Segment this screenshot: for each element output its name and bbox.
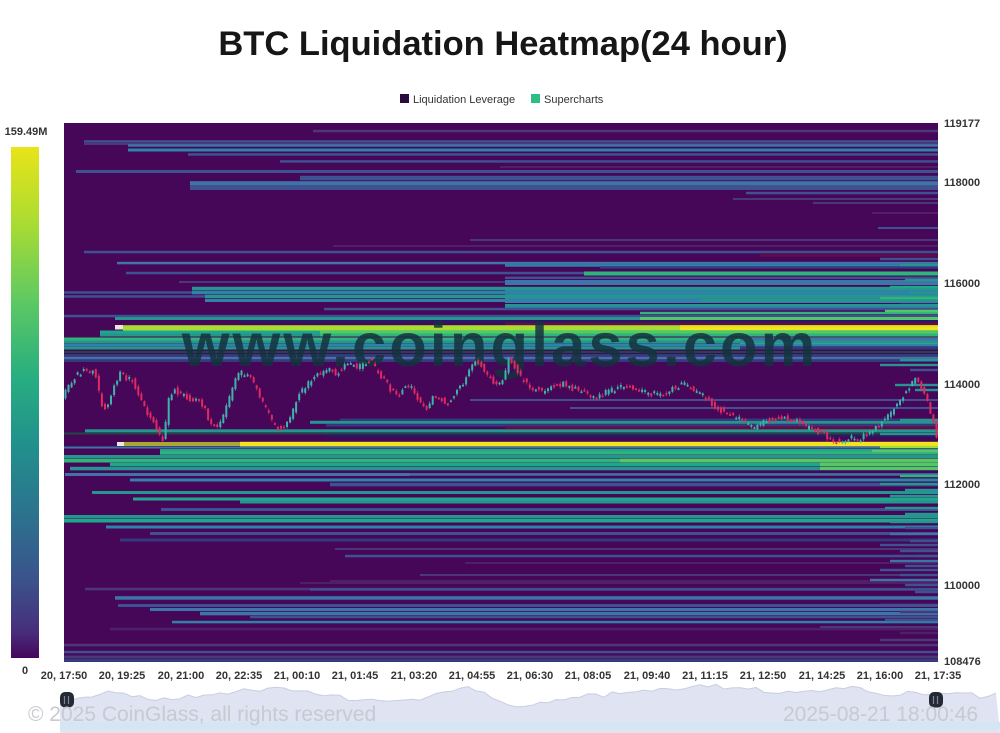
- svg-text:20, 21:00: 20, 21:00: [158, 670, 204, 682]
- svg-text:www.coinglass.com: www.coinglass.com: [181, 311, 819, 380]
- svg-text:21, 09:40: 21, 09:40: [624, 670, 670, 682]
- svg-text:Liquidation Leverage: Liquidation Leverage: [413, 94, 515, 106]
- svg-text:21, 11:15: 21, 11:15: [682, 670, 728, 682]
- svg-text:20, 17:50: 20, 17:50: [41, 670, 87, 682]
- svg-text:114000: 114000: [944, 379, 980, 391]
- svg-text:110000: 110000: [944, 580, 980, 592]
- svg-text:119177: 119177: [944, 118, 980, 130]
- svg-text:21, 04:55: 21, 04:55: [449, 670, 495, 682]
- svg-text:BTC Liquidation Heatmap(24 hou: BTC Liquidation Heatmap(24 hour): [218, 25, 787, 63]
- svg-text:118000: 118000: [944, 177, 980, 189]
- svg-text:21, 03:20: 21, 03:20: [391, 670, 437, 682]
- svg-text:Supercharts: Supercharts: [544, 94, 604, 106]
- svg-text:116000: 116000: [944, 278, 980, 290]
- svg-text:20, 22:35: 20, 22:35: [216, 670, 262, 682]
- svg-text:© 2025 CoinGlass, all rights r: © 2025 CoinGlass, all rights reserved: [28, 703, 376, 726]
- svg-text:112000: 112000: [944, 479, 980, 491]
- svg-text:108476: 108476: [944, 656, 981, 668]
- svg-text:21, 00:10: 21, 00:10: [274, 670, 320, 682]
- svg-text:21, 14:25: 21, 14:25: [799, 670, 845, 682]
- svg-text:0: 0: [22, 665, 28, 677]
- svg-text:2025-08-21 18:00:46: 2025-08-21 18:00:46: [783, 703, 978, 726]
- svg-text:21, 06:30: 21, 06:30: [507, 670, 553, 682]
- svg-text:21, 01:45: 21, 01:45: [332, 670, 378, 682]
- svg-text:20, 19:25: 20, 19:25: [99, 670, 145, 682]
- svg-text:159.49M: 159.49M: [5, 126, 48, 138]
- svg-text:21, 17:35: 21, 17:35: [915, 670, 961, 682]
- svg-text:21, 16:00: 21, 16:00: [857, 670, 903, 682]
- svg-text:21, 12:50: 21, 12:50: [740, 670, 786, 682]
- svg-text:21, 08:05: 21, 08:05: [565, 670, 611, 682]
